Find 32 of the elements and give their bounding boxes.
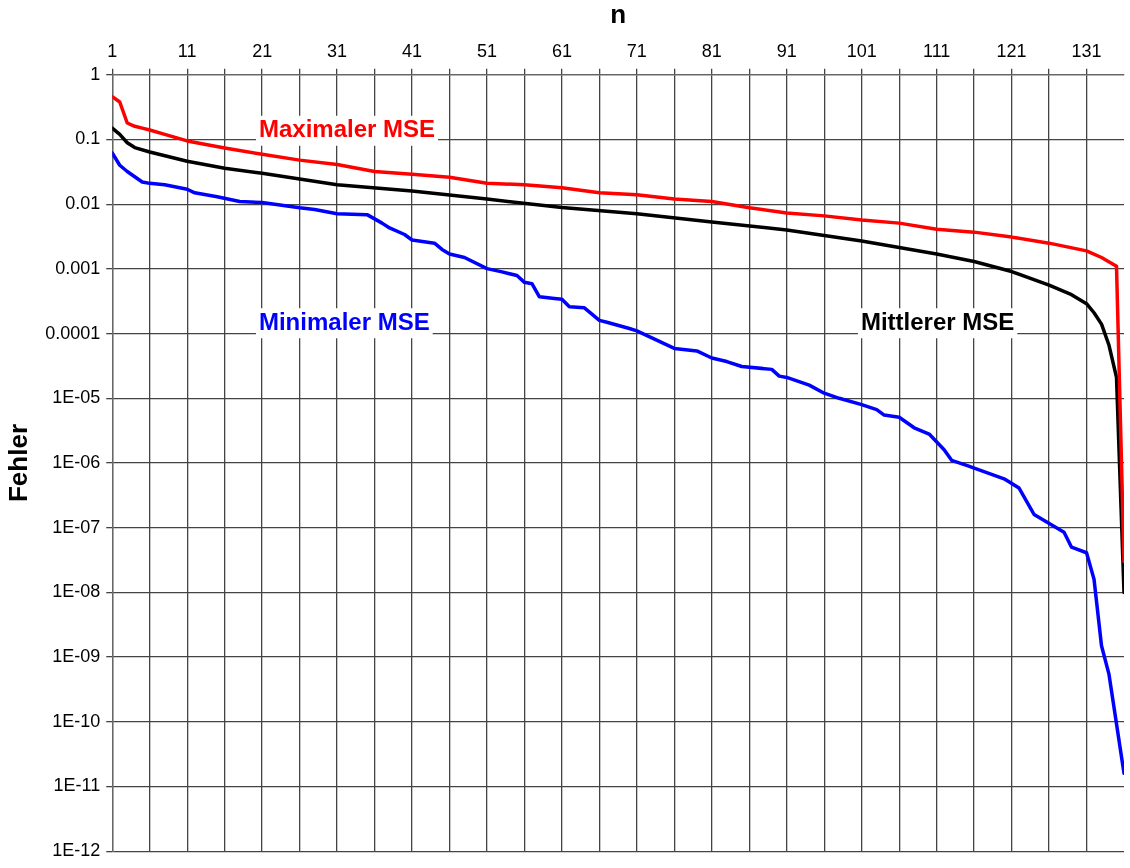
x-tick-label: 51 [476, 40, 497, 61]
x-tick-label: 111 [922, 40, 951, 61]
y-tick-label: 1E-08 [52, 581, 101, 602]
series-label: Maximaler MSE [258, 115, 436, 143]
x-tick-label: 11 [177, 40, 197, 61]
y-tick-label: 0.0001 [45, 322, 101, 343]
y-tick-label: 1E-12 [52, 840, 101, 861]
y-tick-label: 1E-06 [52, 451, 101, 472]
y-tick-label: 1E-05 [52, 387, 101, 408]
y-tick-label: 0.01 [65, 193, 101, 214]
text: Minimaler MSE [258, 307, 430, 335]
x-tick-label: 21 [252, 40, 273, 61]
x-tick-label: 131 [1071, 40, 1102, 61]
x-axis-title: n [610, 0, 627, 29]
x-tick-label: 41 [402, 40, 423, 61]
y-tick-label: 1E-07 [52, 516, 101, 537]
y-tick-label: 1E-10 [52, 710, 101, 731]
x-tick-label: 121 [996, 40, 1027, 61]
x-tick-label: 81 [701, 40, 722, 61]
y-tick-label: 0.001 [55, 257, 101, 278]
x-tick-label: 1 [107, 40, 118, 61]
x-tick-label: 61 [551, 40, 572, 61]
y-tick-label: 1E-11 [53, 775, 101, 796]
x-tick-label: 101 [846, 40, 877, 61]
y-tick-label: 0.1 [75, 128, 101, 149]
x-tick-label: 91 [776, 40, 797, 61]
y-tick-label: 1 [90, 63, 101, 84]
x-tick-label: 71 [626, 40, 647, 61]
x-tick-label: 31 [327, 40, 348, 61]
series-label: Mittlerer MSE [860, 307, 1015, 335]
y-axis-title: Fehler [2, 423, 33, 503]
y-tick-label: 1E-09 [52, 646, 101, 667]
